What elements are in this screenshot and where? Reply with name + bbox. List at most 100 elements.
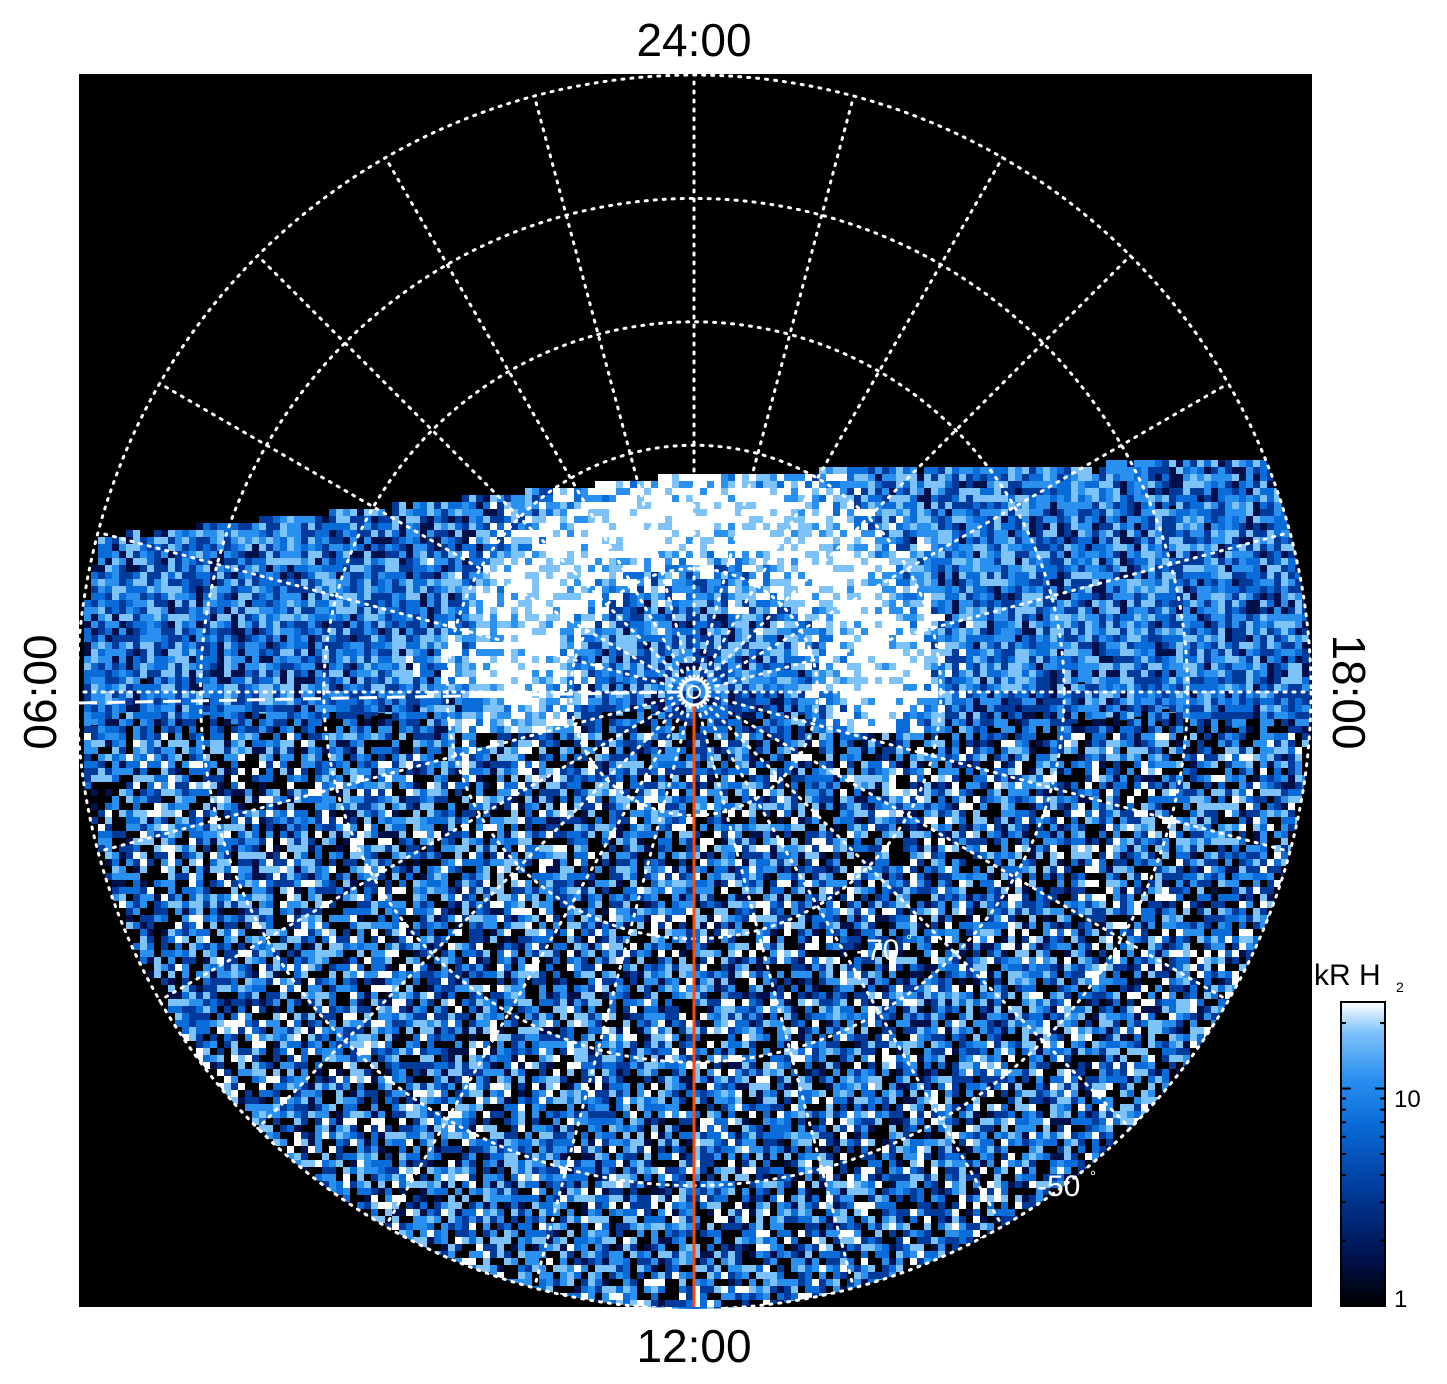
heatmap-cell (364, 551, 371, 578)
heatmap-cell (1008, 481, 1015, 506)
heatmap-cell (427, 502, 434, 528)
heatmap-cell (420, 523, 427, 543)
heatmap-cell (609, 698, 616, 705)
heatmap-cell (518, 698, 525, 705)
heatmap-cell (1190, 495, 1197, 522)
heatmap-cell (1015, 649, 1022, 664)
heatmap-cell (532, 698, 539, 705)
heatmap-cell (994, 530, 1001, 555)
heatmap-cell (1099, 530, 1106, 550)
heatmap-cell (1246, 474, 1253, 491)
heatmap-cell (1239, 558, 1246, 573)
heatmap-cell (539, 698, 546, 705)
heatmap-cell (329, 677, 336, 692)
heatmap-cell (1113, 537, 1120, 564)
heatmap-cell (994, 488, 1001, 511)
heatmap-cell (406, 544, 413, 572)
heatmap-cell (931, 537, 938, 562)
heatmap-cell (357, 691, 364, 715)
heatmap-cell (959, 488, 966, 505)
heatmap-cell (462, 698, 469, 705)
heatmap-cell (1064, 523, 1071, 544)
heatmap-cell (133, 635, 140, 650)
heatmap-cell (1078, 663, 1085, 678)
heatmap-cell (427, 698, 434, 705)
heatmap-cell (231, 544, 238, 571)
heatmap-cell (287, 537, 294, 560)
heatmap-cell (490, 698, 497, 705)
heatmap-cell (294, 698, 301, 705)
heatmap-cell (623, 698, 630, 705)
heatmap-cell (1204, 530, 1211, 558)
heatmap-cell (308, 593, 315, 608)
heatmap-cell (1001, 544, 1008, 570)
heatmap-cell (469, 698, 476, 705)
heatmap-cell (1043, 495, 1050, 511)
heatmap-cell (413, 698, 420, 705)
heatmap-cell (182, 579, 189, 594)
heatmap-cell (511, 698, 518, 705)
heatmap-cell (1225, 460, 1232, 487)
heatmap-cell (210, 530, 217, 554)
heatmap-cell (420, 698, 427, 705)
heatmap-cell (966, 516, 973, 548)
heatmap-cell (1190, 509, 1197, 530)
heatmap-cell (1274, 488, 1281, 504)
heatmap-cell (1120, 586, 1127, 601)
heatmap-cell (147, 621, 154, 644)
heatmap-cell (777, 691, 784, 712)
heatmap-cell (616, 698, 623, 705)
heatmap-cell (714, 691, 721, 724)
heatmap-cell (1274, 516, 1281, 544)
heatmap-cell (560, 698, 567, 705)
heatmap-cell (1078, 509, 1085, 524)
heatmap-cell (105, 670, 112, 686)
heatmap-cell (1169, 516, 1176, 547)
heatmap-cell (483, 698, 490, 705)
heatmap-cell (182, 698, 189, 705)
heatmap-cell (217, 691, 224, 717)
heatmap-cell (945, 530, 952, 557)
heatmap-cell (238, 698, 245, 705)
heatmap-cell (140, 663, 147, 679)
heatmap-cell (770, 691, 777, 723)
heatmap-cell (1141, 474, 1148, 495)
heatmap-cell (1204, 551, 1211, 571)
heatmap-cell (987, 523, 994, 545)
heatmap-cell (315, 516, 322, 536)
heatmap-cell (1134, 481, 1141, 508)
heatmap-cell (448, 698, 455, 705)
heatmap-cell (1148, 516, 1155, 532)
heatmap-cell (1029, 523, 1036, 540)
heatmap-cell (1134, 502, 1141, 523)
heatmap-cell (1106, 474, 1113, 498)
heatmap-cell (350, 698, 357, 705)
heatmap-cell (574, 698, 581, 705)
heatmap-cell (553, 698, 560, 705)
heatmap-cell (1015, 467, 1022, 484)
heatmap-cell (1134, 691, 1141, 717)
heatmap-cell (392, 698, 399, 705)
heatmap-cell (392, 502, 399, 525)
heatmap-cell (301, 523, 308, 560)
heatmap-cell (126, 698, 133, 705)
heatmap-cell (546, 698, 553, 705)
heatmap-cell (504, 698, 511, 705)
heatmap-cell (154, 698, 161, 705)
heatmap-cell (595, 698, 602, 705)
heatmap-cell (1239, 502, 1246, 532)
heatmap-cell (427, 537, 434, 559)
heatmap-cell (588, 698, 595, 705)
heatmap-cell (1008, 691, 1015, 720)
heatmap-cell (378, 698, 385, 705)
heatmap-cell (224, 537, 231, 557)
heatmap-cell (1169, 488, 1176, 506)
heatmap-cell (1274, 649, 1281, 666)
heatmap-cell (434, 698, 441, 705)
heatmap-cell (399, 502, 406, 528)
heatmap-cell (602, 698, 609, 705)
heatmap-cell (994, 467, 1001, 486)
heatmap-cell (1057, 691, 1064, 722)
heatmap-cell (1127, 544, 1134, 564)
